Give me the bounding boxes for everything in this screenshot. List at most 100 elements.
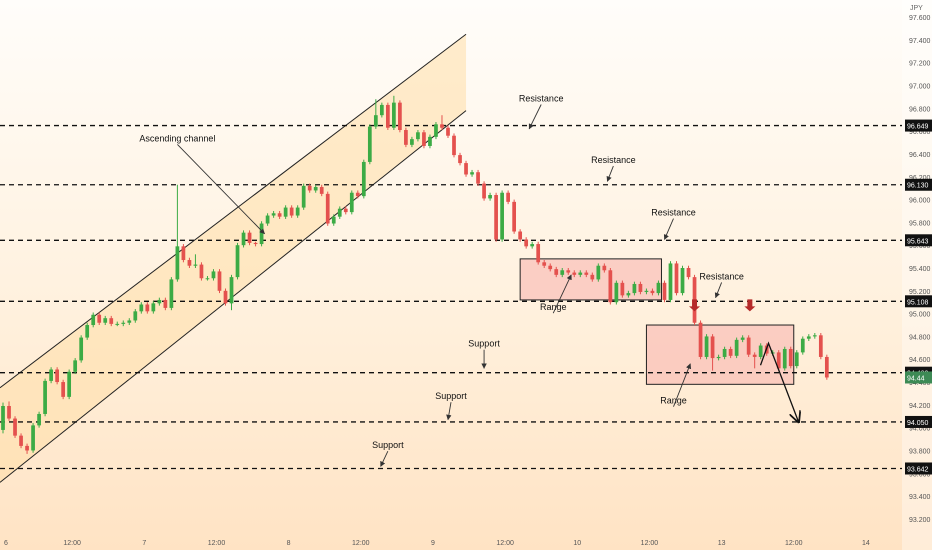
- candle-body: [115, 323, 120, 325]
- candle-body: [500, 192, 504, 240]
- y-tick-label: 95.000: [909, 312, 931, 319]
- candle-body: [416, 132, 420, 140]
- x-tick-label: 14: [862, 540, 870, 547]
- y-tick-label: 94.000: [909, 426, 931, 433]
- y-tick-label: 97.000: [909, 84, 931, 91]
- candle-body: [584, 272, 589, 275]
- candle-body: [806, 336, 811, 339]
- candle-body: [211, 271, 216, 279]
- candle-body: [626, 293, 631, 296]
- candle-body: [367, 126, 372, 162]
- candle-body: [379, 104, 384, 116]
- level-price-tag: [905, 415, 932, 428]
- candle-body: [698, 322, 703, 357]
- candle-body: [800, 338, 805, 353]
- candle-body: [217, 271, 222, 291]
- y-tick-label: 96.400: [909, 152, 931, 159]
- candle-body: [794, 352, 799, 367]
- candle-body: [355, 192, 360, 197]
- candle-body: [103, 318, 108, 323]
- candle-body: [596, 265, 601, 280]
- candle-body: [458, 155, 462, 164]
- candle-body: [740, 337, 745, 340]
- x-tick-label: 6: [4, 540, 8, 547]
- candle-body: [307, 185, 312, 191]
- annotation-label: Support: [435, 391, 467, 401]
- candle-body: [518, 231, 523, 240]
- candle-body: [452, 135, 456, 156]
- candle-body: [313, 187, 318, 191]
- candle-body: [464, 163, 468, 175]
- candle-body: [554, 269, 559, 275]
- candle-body: [608, 270, 613, 303]
- candle-body: [301, 185, 306, 208]
- candle-body: [656, 282, 661, 294]
- level-price-tag: [905, 234, 932, 247]
- candle-body: [428, 136, 432, 146]
- annotation-label: Resistance: [651, 208, 696, 218]
- candle-body: [259, 223, 264, 245]
- candle-body: [398, 102, 402, 131]
- annotation-label: Range: [540, 302, 567, 312]
- candle-body: [590, 274, 595, 280]
- level-price-tag-label: 93.642: [907, 466, 929, 473]
- annotation-arrow: [380, 450, 389, 467]
- x-tick-label: 12:00: [352, 540, 370, 547]
- candle-body: [614, 282, 619, 303]
- candle-body: [788, 348, 793, 367]
- candle-body: [728, 348, 733, 356]
- candle-body: [446, 127, 450, 136]
- candle-body: [349, 192, 354, 213]
- y-tick-label: 97.200: [909, 61, 931, 68]
- candle-body: [392, 102, 396, 128]
- candle-body: [818, 335, 823, 357]
- y-tick-label: 95.800: [909, 220, 931, 227]
- annotation-label: Resistance: [519, 93, 564, 103]
- candle-body: [662, 282, 667, 300]
- down-arrow-marker: [744, 299, 756, 312]
- candle-body: [752, 354, 757, 357]
- candle-body: [680, 268, 685, 294]
- candle-body: [187, 260, 192, 266]
- annotation-arrow: [673, 363, 692, 407]
- current-price-tag: [905, 371, 932, 384]
- candle-body: [812, 335, 817, 337]
- candle-body: [175, 246, 180, 280]
- candle-body: [734, 339, 739, 356]
- candle-body: [530, 244, 535, 247]
- x-tick-label: 12:00: [496, 540, 514, 547]
- candle-body: [482, 183, 486, 199]
- y-tick-label: 95.200: [909, 289, 931, 296]
- candle-body: [470, 172, 474, 175]
- candle-body: [331, 216, 336, 224]
- x-tick-label: 12:00: [641, 540, 659, 547]
- candle-body: [97, 314, 102, 323]
- candle-body: [361, 161, 366, 197]
- candle-body: [13, 418, 17, 436]
- candle-body: [782, 348, 787, 369]
- candle-body: [542, 262, 547, 266]
- candle-body: [373, 115, 378, 127]
- candle-body: [265, 215, 270, 224]
- candle-body: [31, 425, 35, 451]
- level-price-tag: [905, 295, 932, 308]
- y-tick-label: 96.000: [909, 198, 931, 205]
- candle-body: [49, 369, 53, 381]
- projection-arrow: [759, 341, 799, 422]
- candle-body: [235, 245, 240, 278]
- candle-body: [67, 371, 72, 397]
- down-arrow-marker: [689, 299, 701, 312]
- candle-body: [271, 213, 276, 216]
- candle-body: [560, 270, 565, 275]
- annotation-label: Ascending channel: [139, 133, 215, 143]
- candle-body: [121, 322, 126, 324]
- range-box: [645, 324, 795, 385]
- candle-body: [704, 336, 709, 357]
- current-price-tag-label: 94.44: [907, 375, 925, 382]
- level-price-tag-label: 94.050: [907, 420, 929, 427]
- candle-body: [19, 435, 23, 446]
- candle-body: [319, 187, 324, 194]
- y-tick-label: 94.200: [909, 403, 931, 410]
- candle-body: [632, 283, 637, 294]
- candle-body: [241, 232, 246, 246]
